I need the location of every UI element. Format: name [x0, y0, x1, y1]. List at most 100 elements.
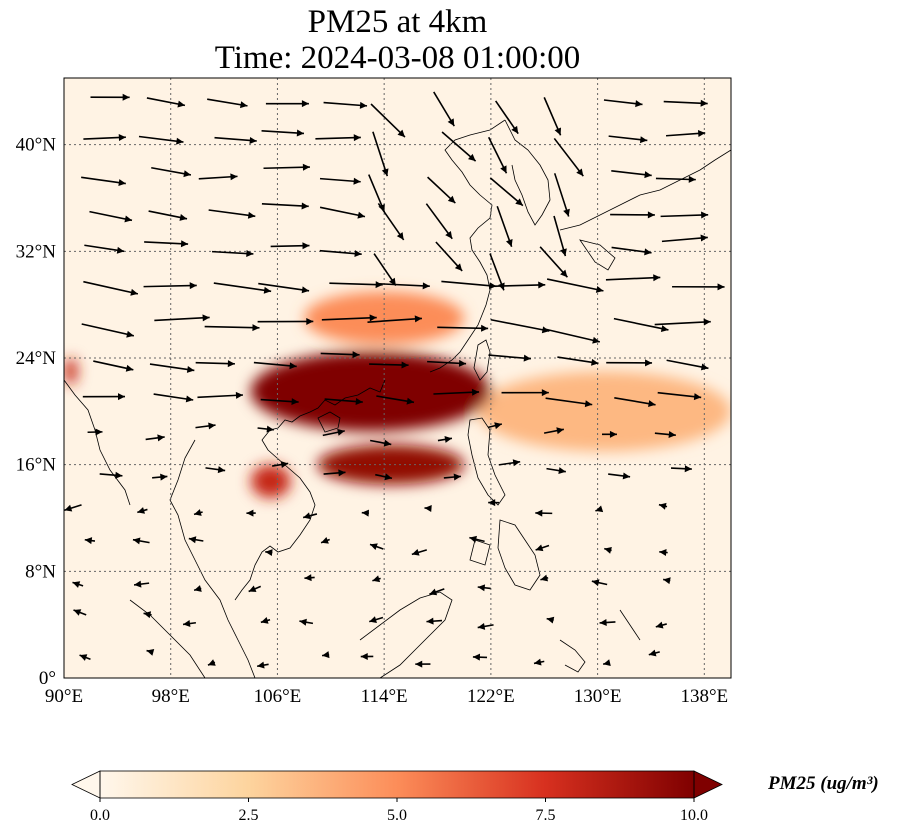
wind-arrow-head: [355, 398, 363, 406]
wind-arrow-shaft: [546, 278, 604, 292]
wind-arrow-shaft: [329, 282, 383, 286]
wind-arrow-head: [535, 544, 544, 552]
wind-arrow-head: [95, 428, 103, 436]
wind-arrow-head: [73, 609, 82, 616]
coastline-sumatra: [129, 599, 206, 678]
wind-arrow-head: [227, 360, 235, 368]
x-tick-label: 114°E: [361, 686, 408, 707]
colorbar-tick-label: 2.5: [239, 807, 259, 824]
wind-arrow-head: [595, 286, 604, 293]
wind-arrow-head: [472, 653, 481, 661]
wind-arrow-head: [592, 336, 600, 344]
map-frame: [63, 77, 732, 679]
wind-arrow-head: [429, 588, 438, 596]
wind-arrow-shaft: [372, 131, 389, 177]
wind-arrow-head: [535, 509, 543, 517]
wind-arrow-head: [477, 622, 486, 630]
wind-arrow-shaft: [138, 135, 184, 143]
wind-arrow-head: [538, 281, 546, 289]
wind-arrow-head: [299, 618, 307, 626]
pm25-region-4: [64, 358, 78, 385]
wind-arrow-head: [500, 165, 507, 174]
wind-arrow-head: [302, 163, 310, 171]
wind-arrow-head: [176, 137, 184, 145]
wind-arrow-head: [263, 286, 272, 294]
wind-arrow-head: [693, 393, 702, 401]
wind-arrow-shaft: [433, 391, 480, 395]
wind-arrow-head: [515, 198, 523, 206]
chart-title-line1: PM25 at 4km: [307, 4, 488, 40]
wind-arrow-head: [252, 324, 260, 332]
y-tick-label: 8°N: [25, 561, 56, 582]
wind-arrow-head: [207, 659, 216, 666]
wind-arrow-head: [246, 250, 254, 258]
wind-arrow-head: [415, 660, 423, 668]
wind-arrow-head: [291, 398, 299, 406]
wind-arrow-head: [458, 359, 467, 367]
wind-arrow-head: [265, 549, 273, 557]
wind-arrow-head: [157, 434, 165, 442]
y-tick-label: 32°N: [16, 241, 57, 262]
wind-arrow-head: [183, 620, 191, 627]
wind-arrow-head: [266, 425, 274, 433]
wind-arrow-head: [208, 422, 216, 430]
x-tick-label: 98°E: [152, 686, 190, 707]
wind-arrow-head: [414, 315, 422, 323]
wind-arrow-head: [635, 100, 643, 108]
wind-arrow-head: [541, 389, 549, 397]
wind-arrow-shaft: [370, 103, 406, 138]
wind-arrow-head: [321, 537, 329, 544]
x-tick-label: 90°E: [45, 686, 83, 707]
wind-arrow-head: [359, 101, 368, 109]
wind-arrow-head: [240, 101, 248, 109]
coastline-borneo: [359, 591, 453, 678]
wind-arrow-head: [115, 471, 123, 479]
y-tick-label: 0°: [39, 668, 56, 689]
wind-arrow-head: [132, 537, 141, 545]
wind-arrow-shaft: [81, 176, 126, 185]
wind-arrow-shaft: [496, 205, 513, 248]
wind-arrow-head: [134, 580, 142, 588]
wind-arrow-head: [639, 136, 648, 144]
wind-arrow-head: [116, 246, 125, 254]
wind-arrow-shaft: [661, 236, 708, 243]
wind-arrow-shaft: [377, 203, 405, 241]
wind-arrow-head: [177, 100, 185, 108]
wind-arrow-shaft: [197, 394, 244, 399]
wind-arrow-shaft: [253, 361, 297, 368]
wind-arrow-shaft: [490, 318, 550, 332]
wind-arrow-head: [64, 504, 73, 512]
wind-arrow-head: [369, 616, 377, 623]
wind-arrow-shaft: [378, 282, 430, 287]
wind-arrow-head: [217, 466, 226, 474]
wind-arrow-head: [644, 171, 652, 179]
wind-arrow-head: [257, 661, 265, 669]
wind-arrow-head: [494, 422, 502, 430]
wind-arrow-head: [183, 170, 191, 178]
wind-arrow-shaft: [666, 359, 709, 370]
wind-arrow-head: [306, 317, 314, 325]
wind-arrow-shaft: [81, 323, 135, 337]
coastline-philippines-south: [469, 519, 541, 591]
wind-arrow-head: [560, 248, 567, 257]
wind-arrow-head: [703, 318, 711, 326]
wind-arrow-head: [659, 549, 667, 556]
wind-arrow-head: [246, 509, 254, 517]
coastline-korea: [504, 119, 551, 226]
wind-arrow-head: [79, 654, 88, 661]
wind-arrow-head: [383, 439, 392, 447]
wind-arrow-head: [584, 400, 593, 408]
x-axis-ticks: 90°E 98°E 106°E 114°E 122°E 130°E 138°E: [45, 686, 728, 707]
wind-arrow-shaft: [553, 137, 584, 177]
wind-arrow-head: [381, 168, 389, 177]
wind-arrow-head: [488, 499, 496, 507]
wind-arrow-head: [481, 324, 489, 332]
wind-arrow-head: [560, 269, 568, 278]
wind-arrow-head: [540, 574, 549, 582]
wind-arrow-head: [372, 575, 381, 583]
wind-arrow-head: [591, 358, 599, 366]
wind-arrow-head: [668, 431, 676, 438]
wind-arrow-shaft: [213, 282, 272, 293]
wind-arrow-shaft: [489, 177, 524, 207]
wind-arrow-head: [523, 354, 531, 362]
